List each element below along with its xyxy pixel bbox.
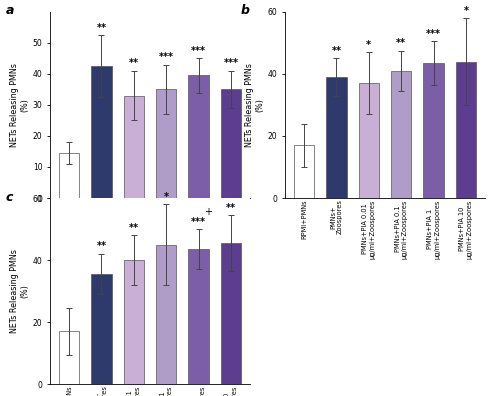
Bar bbox=[124, 95, 144, 198]
Text: *: * bbox=[164, 192, 168, 202]
Y-axis label: NETs Releasing PMNs
(%): NETs Releasing PMNs (%) bbox=[246, 63, 265, 147]
Text: ***: *** bbox=[158, 52, 174, 62]
Y-axis label: NETs Releasing PMNs
(%): NETs Releasing PMNs (%) bbox=[10, 63, 30, 147]
Bar bbox=[424, 63, 444, 198]
Text: ***: *** bbox=[426, 29, 441, 39]
Bar bbox=[391, 71, 411, 198]
Text: a: a bbox=[6, 4, 14, 17]
Bar bbox=[188, 76, 208, 198]
Bar bbox=[294, 145, 314, 198]
Text: *: * bbox=[464, 6, 468, 15]
Bar bbox=[156, 89, 176, 198]
Y-axis label: NETs Releasing PMNs
(%): NETs Releasing PMNs (%) bbox=[10, 249, 30, 333]
Bar bbox=[326, 77, 346, 198]
Text: b: b bbox=[241, 4, 250, 17]
Bar bbox=[188, 249, 208, 384]
Text: **: ** bbox=[332, 46, 342, 56]
Bar bbox=[92, 274, 112, 384]
Text: ***: *** bbox=[224, 58, 238, 69]
Text: +: + bbox=[204, 207, 212, 217]
Bar bbox=[124, 260, 144, 384]
Bar bbox=[92, 66, 112, 198]
Bar bbox=[59, 331, 79, 384]
Text: *: * bbox=[366, 40, 372, 50]
Bar bbox=[221, 243, 241, 384]
Text: **: ** bbox=[396, 38, 406, 48]
Text: **: ** bbox=[226, 203, 236, 213]
Text: c: c bbox=[6, 190, 14, 204]
Bar bbox=[221, 89, 241, 198]
Bar bbox=[359, 83, 379, 198]
Text: **: ** bbox=[96, 241, 106, 251]
Text: ***: *** bbox=[191, 46, 206, 56]
Bar bbox=[156, 244, 176, 384]
Bar bbox=[59, 153, 79, 198]
Text: ***: *** bbox=[191, 217, 206, 227]
Text: **: ** bbox=[129, 58, 139, 69]
Text: **: ** bbox=[96, 23, 106, 32]
Bar bbox=[456, 61, 476, 198]
Text: **: ** bbox=[129, 223, 139, 233]
